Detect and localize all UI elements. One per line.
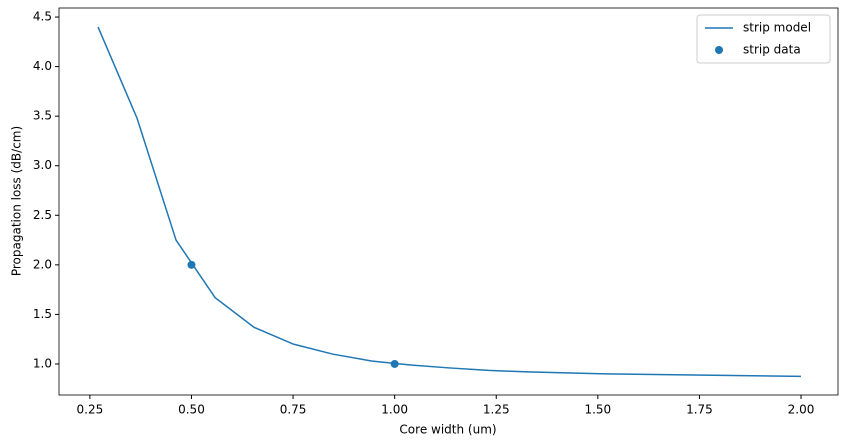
x-tick-label: 1.50 (584, 403, 611, 417)
x-axis-label: Core width (um) (399, 423, 496, 437)
x-tick-label: 1.25 (483, 403, 510, 417)
x-tick-label: 1.00 (381, 403, 408, 417)
data-point (187, 260, 196, 269)
legend-box (696, 14, 831, 64)
y-tick-label: 4.5 (33, 10, 52, 24)
x-tick-label: 0.50 (178, 403, 205, 417)
x-tick-label: 2.00 (788, 403, 815, 417)
data-line (97, 26, 802, 378)
y-tick-label: 1.5 (33, 307, 52, 321)
legend-marker (715, 46, 723, 54)
y-tick-label: 4.0 (33, 59, 52, 73)
x-tick-label: 0.75 (280, 403, 307, 417)
x-tick-label: 0.25 (77, 403, 104, 417)
data-point (390, 359, 399, 368)
legend-label: strip data (743, 43, 801, 57)
y-tick-label: 3.5 (33, 109, 52, 123)
y-tick-label: 2.0 (33, 257, 52, 271)
y-tick-label: 2.5 (33, 208, 52, 222)
y-tick-label: 1.0 (33, 356, 52, 370)
y-tick-label: 3.0 (33, 158, 52, 172)
y-axis-label: Propagation loss (dB/cm) (10, 126, 24, 276)
legend-label: strip model (743, 21, 811, 35)
plot-frame (58, 7, 839, 396)
x-tick-label: 1.75 (686, 403, 713, 417)
